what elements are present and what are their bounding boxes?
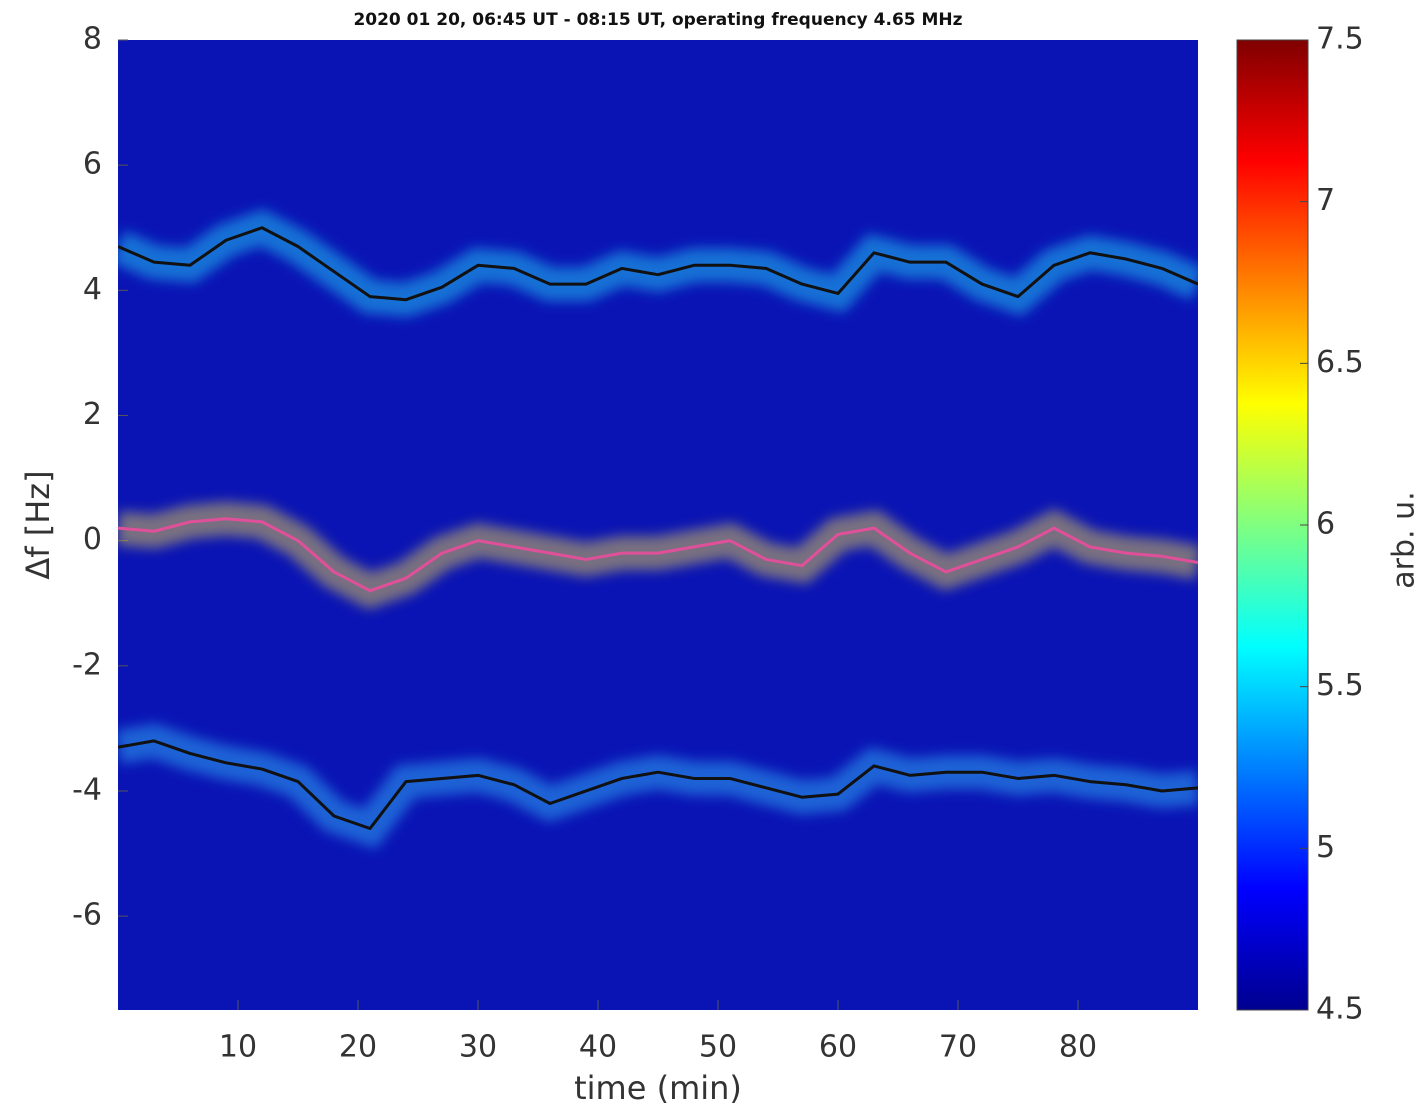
x-tick-label: 80: [1059, 1030, 1097, 1065]
x-tick-label: 10: [219, 1030, 257, 1065]
x-tick-label: 40: [579, 1030, 617, 1065]
traces: [118, 209, 1198, 849]
colorbar-tick-label: 6.5: [1316, 345, 1364, 380]
x-tick-label: 50: [699, 1030, 737, 1065]
y-tick-label: 8: [83, 22, 102, 57]
y-tick-label: 4: [83, 272, 102, 307]
trace-line: [118, 517, 1198, 593]
y-tick-label: 2: [83, 397, 102, 432]
x-tick-label: 60: [819, 1030, 857, 1065]
y-tick-label: -4: [72, 772, 102, 807]
y-tick-label: 0: [83, 522, 102, 557]
y-axis-label: Δf [Hz]: [19, 470, 57, 579]
colorbar-tick-label: 5.5: [1316, 668, 1364, 703]
trace-line: [118, 226, 1198, 302]
colorbar-tick-label: 7: [1316, 183, 1335, 218]
y-tick-label: -2: [72, 647, 102, 682]
colorbar: [1236, 39, 1309, 1011]
x-axis-label: time (min): [574, 1069, 742, 1107]
chart-title: 2020 01 20, 06:45 UT - 08:15 UT, operati…: [353, 10, 962, 30]
colorbar-tick-label: 5: [1316, 830, 1335, 865]
colorbar-tick-label: 6: [1316, 507, 1335, 542]
colorbar-label: arb. u.: [1387, 491, 1422, 588]
colorbar-tick-label: 7.5: [1316, 22, 1364, 57]
x-tick-label: 20: [339, 1030, 377, 1065]
y-tick-label: 6: [83, 147, 102, 182]
x-tick-label: 30: [459, 1030, 497, 1065]
x-tick-label: 70: [939, 1030, 977, 1065]
colorbar-tick-label: 4.5: [1316, 992, 1364, 1027]
y-tick-label: -6: [72, 898, 102, 933]
trace-line: [118, 739, 1198, 831]
